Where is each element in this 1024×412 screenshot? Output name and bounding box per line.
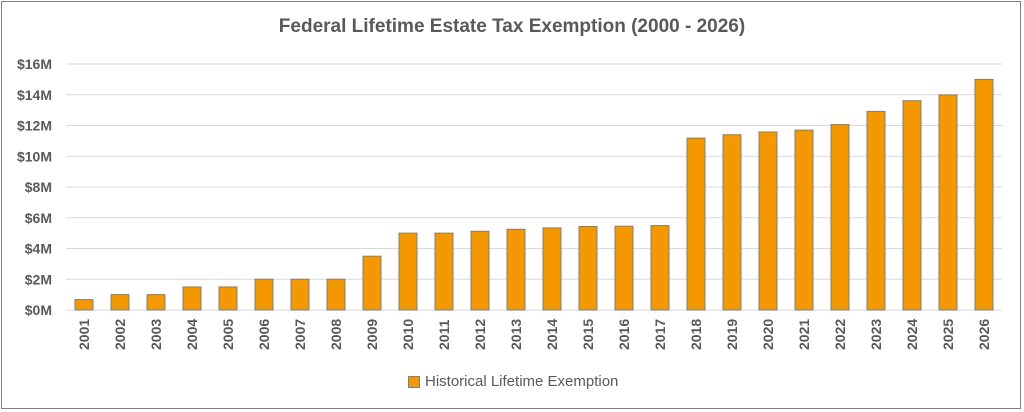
- x-tick-label: 2015: [580, 319, 596, 350]
- bar-2021: [794, 129, 814, 311]
- bar-2004: [182, 286, 202, 311]
- x-tick-label: 2026: [976, 319, 992, 350]
- bar-2016: [614, 225, 634, 311]
- y-tick-label: $4M: [25, 241, 52, 257]
- x-tick-label: 2006: [256, 319, 272, 350]
- gridlines: [66, 63, 1002, 311]
- bar-2007: [290, 278, 310, 311]
- bar-2001: [74, 299, 94, 311]
- bar-2026: [974, 78, 994, 311]
- x-tick-label: 2024: [904, 319, 920, 350]
- bar-2008: [326, 278, 346, 311]
- bar-2023: [866, 110, 886, 311]
- y-tick-label: $0M: [25, 302, 52, 318]
- x-tick-label: 2010: [400, 319, 416, 350]
- bar-2006: [254, 278, 274, 311]
- y-tick-label: $8M: [25, 179, 52, 195]
- bars: [74, 78, 994, 311]
- bar-2014: [542, 227, 562, 311]
- bar-2022: [830, 124, 850, 311]
- y-tick-label: $10M: [17, 148, 52, 164]
- x-tick-label: 2018: [688, 319, 704, 350]
- x-tick-label: 2001: [76, 319, 92, 350]
- x-tick-label: 2004: [184, 319, 200, 350]
- legend: Historical Lifetime Exemption: [408, 373, 618, 390]
- bar-2019: [722, 134, 742, 311]
- y-tick-label: $12M: [17, 118, 52, 134]
- x-tick-label: 2019: [724, 319, 740, 350]
- bar-2010: [398, 232, 418, 311]
- x-tick-label: 2020: [760, 319, 776, 350]
- bar-2020: [758, 131, 778, 311]
- x-tick-label: 2002: [112, 319, 128, 350]
- x-tick-label: 2011: [436, 319, 452, 350]
- x-tick-label: 2014: [544, 319, 560, 350]
- bar-2013: [506, 228, 526, 311]
- x-tick-label: 2009: [364, 319, 380, 350]
- x-tick-label: 2023: [868, 319, 884, 350]
- x-tick-label: 2022: [832, 319, 848, 350]
- bar-2015: [578, 226, 598, 311]
- x-tick-label: 2017: [652, 319, 668, 350]
- x-tick-label: 2005: [220, 319, 236, 350]
- bar-2002: [110, 294, 130, 311]
- bar-2005: [218, 286, 238, 311]
- x-tick-label: 2008: [328, 319, 344, 350]
- bar-2025: [938, 94, 958, 311]
- x-tick-label: 2025: [940, 319, 956, 350]
- x-tick-label: 2021: [796, 319, 812, 350]
- legend-label: Historical Lifetime Exemption: [425, 373, 619, 390]
- x-tick-label: 2013: [508, 319, 524, 350]
- bar-2024: [902, 100, 922, 311]
- bar-2003: [146, 294, 166, 311]
- y-tick-label: $14M: [17, 87, 52, 103]
- y-tick-label: $2M: [25, 271, 52, 287]
- legend-swatch: [408, 375, 420, 388]
- bar-2018: [686, 137, 706, 311]
- y-tick-label: $6M: [25, 210, 52, 226]
- bar-2009: [362, 255, 382, 311]
- x-tick-label: 2016: [616, 319, 632, 350]
- bar-2011: [434, 232, 454, 311]
- y-axis-ticks: $0M $2M $4M $6M $8M $10M $12M $14M $16M: [17, 56, 52, 318]
- chart-title: Federal Lifetime Estate Tax Exemption (2…: [278, 16, 746, 37]
- bar-2017: [650, 225, 670, 311]
- x-tick-label: 2012: [472, 319, 488, 350]
- y-tick-label: $16M: [17, 56, 52, 72]
- x-tick-label: 2003: [148, 319, 164, 350]
- x-axis-ticks: 2001 2002 2003 2004 2005 2006 2007 2008 2009 2010…: [76, 319, 992, 350]
- bar-2012: [470, 230, 490, 311]
- x-tick-label: 2007: [292, 319, 308, 350]
